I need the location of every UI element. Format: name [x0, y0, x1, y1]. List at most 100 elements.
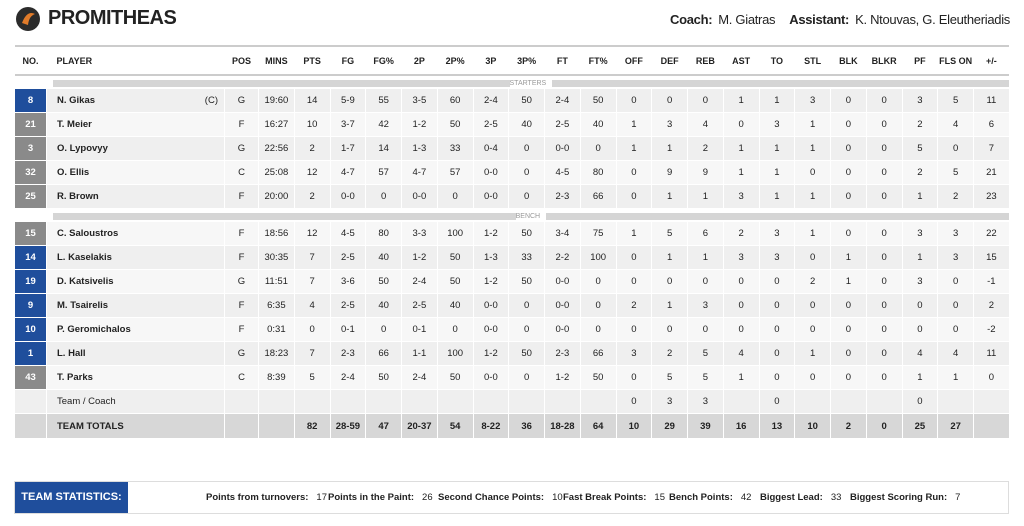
- stat-cell: [794, 389, 831, 414]
- stat-cell: 1: [901, 184, 939, 209]
- stat-cell: 5: [687, 341, 724, 366]
- player-name-cell: P. Geromichalos: [46, 317, 225, 342]
- stat-cell: [579, 389, 617, 414]
- staff: Coach: M. Giatras Assistant: K. Ntouvas, G.…: [670, 12, 1010, 27]
- stat-cell: 2-2: [544, 245, 581, 270]
- stat-cell: 0-0: [544, 269, 581, 294]
- player-row: 9 M. Tsairelis F 6:35 4 2-5 40 2-5 40 0-0 0 0-0 0 2 1 3…: [14, 293, 1010, 318]
- section-bar: STARTERS: [15, 80, 1010, 87]
- stat-cell: 18:56: [258, 221, 295, 246]
- stat-cell: 1: [758, 88, 796, 113]
- column-header: FG%: [365, 45, 402, 76]
- stat-cell: 0: [830, 293, 867, 318]
- stat-cell: 0: [830, 317, 867, 342]
- stat-cell: 50: [436, 245, 474, 270]
- stat-cell: 2: [901, 112, 939, 137]
- stat-cell: 1: [651, 245, 688, 270]
- stat-cell: 1: [758, 160, 796, 185]
- stat-cell: 0: [973, 365, 1010, 390]
- player-name: C. Saloustros: [57, 228, 119, 239]
- column-header: NO.: [14, 45, 47, 76]
- stat-cell: 0: [865, 136, 903, 161]
- team-stat-label: Biggest Scoring Run:: [850, 492, 948, 503]
- stat-cell: 0: [865, 245, 903, 270]
- stat-cell: 1: [615, 112, 653, 137]
- stat-cell: 1: [901, 245, 939, 270]
- player-name: T. Parks: [57, 372, 93, 383]
- stat-cell: 0-1: [401, 317, 438, 342]
- stat-cell: 0: [830, 365, 867, 390]
- stat-cell: 75: [579, 221, 617, 246]
- stat-cell: [472, 389, 510, 414]
- stat-cell: 5: [293, 365, 331, 390]
- player-number: 3: [14, 136, 47, 161]
- column-header: 2P%: [437, 45, 473, 76]
- team-stat: Biggest Lead: 33: [760, 492, 841, 503]
- team-stat-label: Biggest Lead:: [760, 492, 823, 503]
- stat-cell: F: [224, 112, 259, 137]
- stat-cell: 0: [865, 341, 903, 366]
- stat-cell: 3-7: [329, 112, 367, 137]
- stat-cell: 4-7: [329, 160, 367, 185]
- player-name: M. Tsairelis: [57, 300, 109, 311]
- stat-cell: 50: [508, 221, 545, 246]
- stat-cell: G: [224, 341, 259, 366]
- stat-cell: 2-3: [329, 341, 367, 366]
- stat-cell: 50: [436, 269, 474, 294]
- stat-cell: 1: [758, 184, 796, 209]
- player-name: L. Hall: [57, 348, 86, 359]
- stat-cell: 0-0: [544, 293, 581, 318]
- stat-cell: 0: [937, 317, 974, 342]
- stat-cell: 0: [615, 88, 653, 113]
- stat-cell: 50: [365, 365, 402, 390]
- stat-cell: 36: [508, 413, 545, 439]
- player-name: R. Brown: [57, 191, 99, 202]
- stat-cell: 0: [508, 136, 545, 161]
- stat-cell: 0: [615, 317, 653, 342]
- stat-cell: 2: [293, 184, 331, 209]
- stat-cell: 1-2: [401, 112, 438, 137]
- stat-cell: 1-2: [401, 245, 438, 270]
- stat-cell: 3: [651, 389, 688, 414]
- stat-cell: 0: [508, 317, 545, 342]
- stat-cell: 4: [937, 341, 974, 366]
- stat-cell: 11:51: [258, 269, 295, 294]
- team-stat-label: Points from turnovers:: [206, 492, 309, 503]
- stat-cell: 2: [687, 136, 724, 161]
- stat-cell: G: [224, 136, 259, 161]
- team-stat-label: Bench Points:: [669, 492, 733, 503]
- stat-cell: F: [224, 221, 259, 246]
- stat-cell: 2-5: [329, 245, 367, 270]
- stat-cell: 5: [651, 221, 688, 246]
- stat-cell: 0: [651, 269, 688, 294]
- section-label: BENCH: [515, 213, 547, 220]
- column-header: FLS ON: [937, 45, 974, 76]
- stat-cell: 29: [651, 413, 688, 439]
- stat-cell: 0: [651, 88, 688, 113]
- team-stat: Points from turnovers: 17: [206, 492, 327, 503]
- stat-cell: 27: [937, 413, 974, 439]
- stat-cell: 1-2: [472, 221, 510, 246]
- player-number: 8: [14, 88, 47, 113]
- player-number: 32: [14, 160, 47, 185]
- player-name-cell: O. Ellis: [46, 160, 225, 185]
- stat-cell: 3: [758, 221, 796, 246]
- stat-cell: 40: [508, 112, 545, 137]
- stat-cell: 1: [615, 136, 653, 161]
- stat-cell: 1: [687, 184, 724, 209]
- stat-cell: 5: [901, 136, 939, 161]
- stat-cell: 1: [830, 245, 867, 270]
- stat-cell: 55: [365, 88, 402, 113]
- column-header: 3P: [473, 45, 509, 76]
- stat-cell: 3-6: [329, 269, 367, 294]
- stat-cell: [258, 413, 295, 439]
- stat-cell: 0: [865, 221, 903, 246]
- stat-cell: [937, 389, 974, 414]
- stat-cell: 3: [758, 245, 796, 270]
- stat-cell: 9: [687, 160, 724, 185]
- stat-cell: F: [224, 245, 259, 270]
- stat-cell: F: [224, 184, 259, 209]
- stat-cell: 1-2: [472, 341, 510, 366]
- stat-cell: 0: [579, 293, 617, 318]
- column-header: FT%: [580, 45, 616, 76]
